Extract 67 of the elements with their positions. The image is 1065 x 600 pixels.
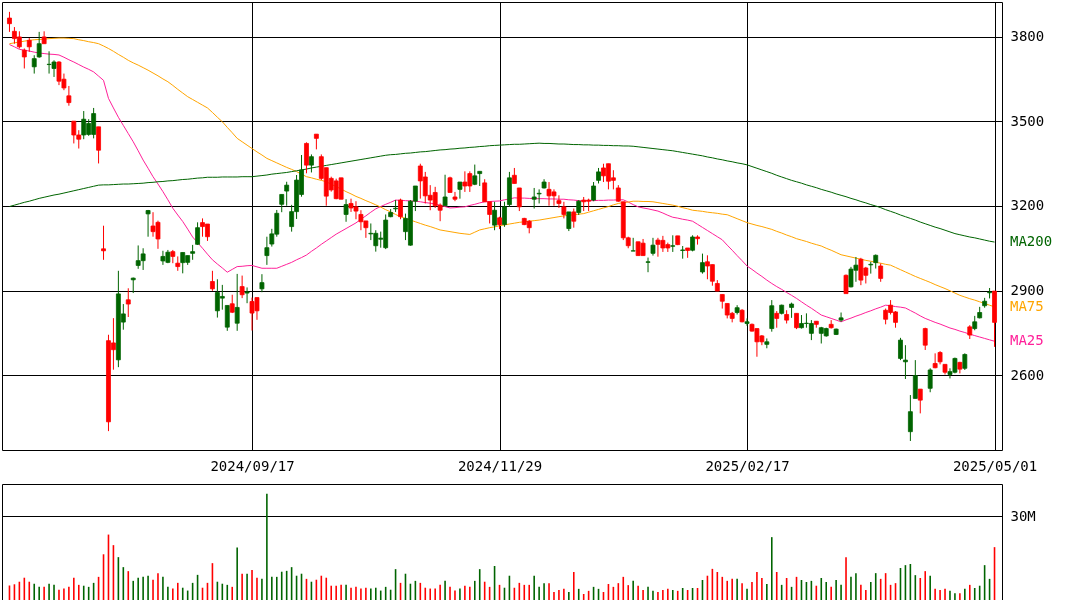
candlestick [769,299,775,333]
y-tick-label: 2600 [1010,366,1045,383]
series-label: MA25 [1010,332,1044,349]
candlestick [259,273,265,293]
series-label: MA75 [1010,297,1044,314]
candlestick [516,187,522,212]
candlestick [462,170,468,193]
y-tick-label: 30M [1010,507,1036,524]
candlestick [744,317,750,327]
candlestick [304,141,309,174]
y-tick-label: 3800 [1010,28,1045,45]
candlestick [234,273,240,332]
candlestick [650,237,656,257]
candlestick [630,237,636,252]
candlestick [700,253,705,275]
x-tick-label: 2025/05/01 [952,457,1038,474]
candlestick [709,264,715,287]
candlestick [71,120,77,144]
candlestick [917,388,923,414]
candlestick [46,50,52,75]
line-series [8,142,996,243]
candlestick [878,262,884,283]
candlestick [21,47,27,69]
candlestick [858,257,864,286]
candlestick [502,201,507,228]
candlestick [571,208,577,229]
candlestick [843,273,849,295]
candlestick [442,174,448,207]
candlestick [309,153,314,173]
candlestick [180,251,186,274]
candlestick [7,11,12,33]
series-label: MA200 [1010,233,1053,250]
candlestick [838,312,844,323]
candlestick [145,209,151,238]
y-tick-label: 3500 [1010,112,1045,129]
candlestick [31,54,37,75]
x-tick-label: 2024/11/29 [457,457,543,474]
y-tick-label: 3200 [1010,197,1045,214]
candlestick [492,201,497,231]
candlestick [239,275,245,299]
candlestick [903,344,908,380]
candlestick [907,394,913,442]
candlestick [457,181,463,200]
candlestick [101,225,106,261]
candlestick [898,337,903,361]
candlestick [927,367,933,393]
candlestick [81,110,87,140]
candlestick [36,31,42,59]
candlestick [645,257,651,273]
candlestick [343,198,349,223]
candlestick [219,284,225,311]
candlestick [224,304,230,332]
candlestick [244,286,250,304]
candlestick [566,211,572,232]
candlestick [808,319,814,341]
y-tick-label: 2900 [1010,282,1045,299]
candlestick [264,236,270,266]
candlestick [125,287,131,318]
candlestick [912,359,918,399]
candlestick [96,126,101,164]
candlestick [210,270,215,292]
candlestick [195,221,200,246]
x-tick-label: 2025/02/17 [705,457,790,474]
candlestick [338,177,344,200]
x-tick-label: 2024/09/17 [210,457,295,474]
candlestick [140,247,146,271]
candlestick [284,181,290,207]
